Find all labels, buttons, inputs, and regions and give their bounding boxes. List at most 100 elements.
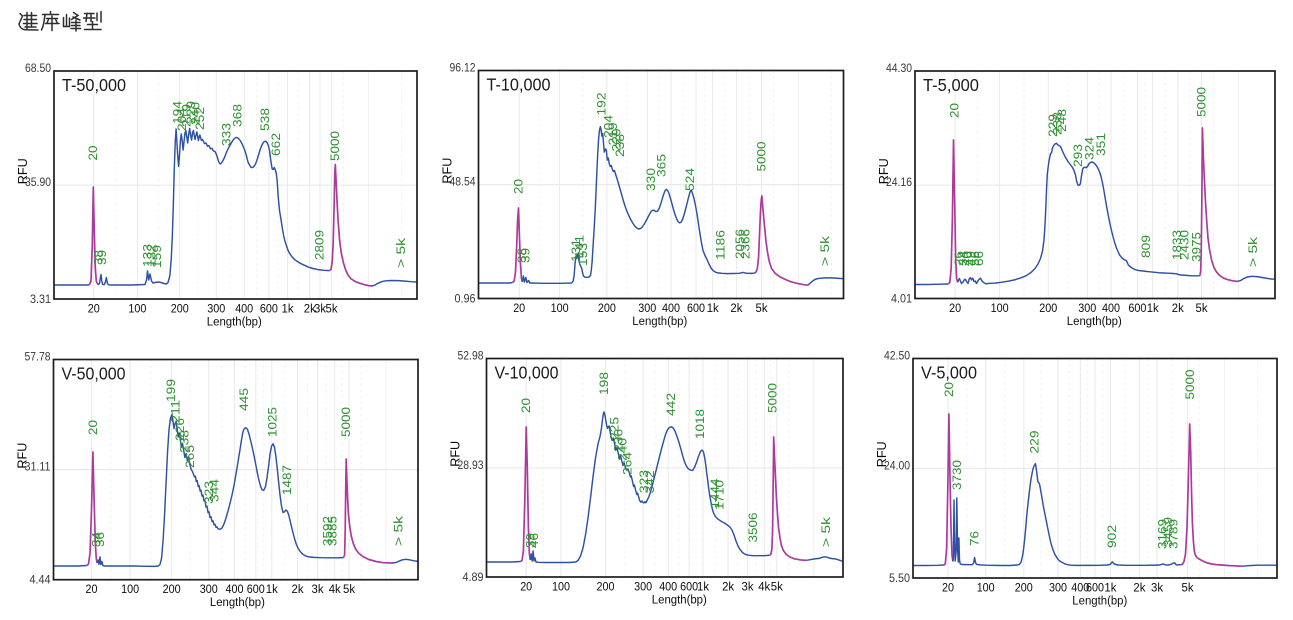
svg-text:57.78: 57.78	[25, 350, 51, 364]
svg-text:> 5k: > 5k	[819, 516, 833, 547]
svg-text:52.98: 52.98	[458, 349, 484, 363]
svg-text:600: 600	[680, 580, 698, 594]
svg-text:323: 323	[637, 470, 651, 493]
svg-text:2k: 2k	[292, 582, 305, 596]
svg-text:211: 211	[169, 400, 183, 423]
svg-text:2809: 2809	[313, 230, 327, 260]
svg-text:226: 226	[173, 418, 187, 441]
svg-text:1018: 1018	[693, 409, 707, 439]
svg-text:36: 36	[93, 532, 107, 547]
svg-text:351: 351	[1094, 133, 1108, 156]
svg-text:100: 100	[121, 582, 139, 596]
svg-text:3169: 3169	[1156, 519, 1170, 549]
svg-text:4.44: 4.44	[30, 573, 51, 587]
svg-text:200: 200	[1039, 301, 1057, 315]
svg-text:141: 141	[573, 235, 587, 258]
svg-text:100: 100	[551, 301, 569, 315]
svg-text:5000: 5000	[766, 383, 780, 413]
svg-text:40: 40	[960, 251, 974, 266]
svg-text:2366: 2366	[739, 229, 753, 259]
svg-text:3789: 3789	[1167, 519, 1181, 549]
svg-text:3k: 3k	[742, 580, 755, 594]
svg-text:4.01: 4.01	[891, 292, 912, 306]
svg-text:5k: 5k	[756, 301, 769, 315]
svg-text:3459: 3459	[1161, 517, 1175, 547]
svg-text:204: 204	[602, 115, 616, 138]
svg-text:T-5,000: T-5,000	[923, 75, 979, 95]
svg-text:2k: 2k	[730, 301, 743, 315]
svg-text:20: 20	[949, 301, 961, 315]
svg-text:300: 300	[207, 302, 225, 316]
svg-text:300: 300	[634, 580, 652, 594]
svg-text:248: 248	[1055, 109, 1069, 132]
svg-text:3506: 3506	[746, 512, 760, 542]
svg-text:20: 20	[519, 398, 533, 413]
svg-text:133: 133	[141, 244, 155, 267]
svg-text:1487: 1487	[280, 465, 294, 495]
svg-text:4.89: 4.89	[463, 570, 484, 584]
svg-text:26: 26	[952, 251, 966, 266]
svg-text:132: 132	[145, 244, 159, 267]
svg-text:RFU: RFU	[16, 443, 30, 469]
svg-text:39: 39	[95, 250, 109, 265]
svg-text:3k: 3k	[1151, 581, 1164, 595]
svg-text:5k: 5k	[326, 302, 339, 316]
svg-text:24.00: 24.00	[884, 458, 910, 472]
svg-text:229: 229	[1028, 430, 1042, 453]
svg-text:330: 330	[644, 168, 658, 191]
svg-text:524: 524	[683, 168, 697, 191]
svg-text:34: 34	[90, 532, 104, 547]
svg-text:200: 200	[1015, 581, 1033, 595]
svg-text:1710: 1710	[713, 480, 727, 510]
svg-text:1025: 1025	[266, 407, 280, 437]
svg-text:902: 902	[1105, 525, 1119, 548]
svg-text:2k: 2k	[722, 580, 735, 594]
svg-text:600: 600	[1086, 581, 1104, 595]
svg-text:20: 20	[512, 179, 526, 194]
svg-text:20: 20	[520, 580, 532, 594]
svg-text:5k: 5k	[1196, 301, 1209, 315]
svg-text:3730: 3730	[950, 460, 964, 490]
svg-text:100: 100	[552, 580, 570, 594]
svg-text:3975: 3975	[1190, 232, 1204, 262]
svg-text:238: 238	[613, 134, 627, 157]
svg-text:200: 200	[171, 302, 189, 316]
svg-text:131: 131	[569, 239, 583, 262]
svg-text:5.50: 5.50	[889, 571, 910, 585]
svg-text:T-10,000: T-10,000	[487, 75, 551, 95]
svg-text:44.30: 44.30	[886, 61, 912, 75]
svg-text:20: 20	[88, 302, 100, 316]
svg-text:368: 368	[231, 104, 245, 127]
svg-text:600: 600	[260, 302, 278, 316]
svg-text:219: 219	[180, 104, 194, 127]
svg-text:28.93: 28.93	[458, 458, 484, 472]
svg-text:2056: 2056	[733, 229, 747, 259]
svg-text:323: 323	[202, 481, 216, 504]
svg-text:38: 38	[92, 250, 106, 265]
svg-text:V-50,000: V-50,000	[62, 364, 126, 384]
svg-text:225: 225	[608, 417, 622, 440]
svg-text:229: 229	[1046, 114, 1060, 137]
svg-text:600: 600	[687, 301, 705, 315]
svg-text:> 5k: > 5k	[818, 235, 832, 266]
svg-text:153: 153	[576, 243, 590, 266]
svg-text:T-50,000: T-50,000	[62, 75, 126, 95]
svg-text:238: 238	[1051, 112, 1065, 135]
svg-text:100: 100	[991, 301, 1009, 315]
svg-text:31.11: 31.11	[25, 460, 51, 474]
svg-text:662: 662	[269, 133, 283, 156]
svg-text:400: 400	[662, 301, 680, 315]
svg-text:39: 39	[524, 533, 538, 548]
svg-text:3.31: 3.31	[30, 292, 51, 306]
svg-text:300: 300	[1049, 581, 1067, 595]
svg-text:365: 365	[655, 154, 669, 177]
svg-text:68.50: 68.50	[25, 61, 51, 75]
svg-text:200: 200	[163, 582, 181, 596]
svg-text:RFU: RFU	[877, 158, 891, 184]
svg-text:600: 600	[1128, 301, 1146, 315]
svg-text:192: 192	[595, 92, 609, 115]
svg-text:400: 400	[1102, 301, 1120, 315]
svg-text:600: 600	[247, 582, 265, 596]
svg-text:48.54: 48.54	[450, 175, 476, 189]
svg-text:35.90: 35.90	[25, 175, 51, 189]
